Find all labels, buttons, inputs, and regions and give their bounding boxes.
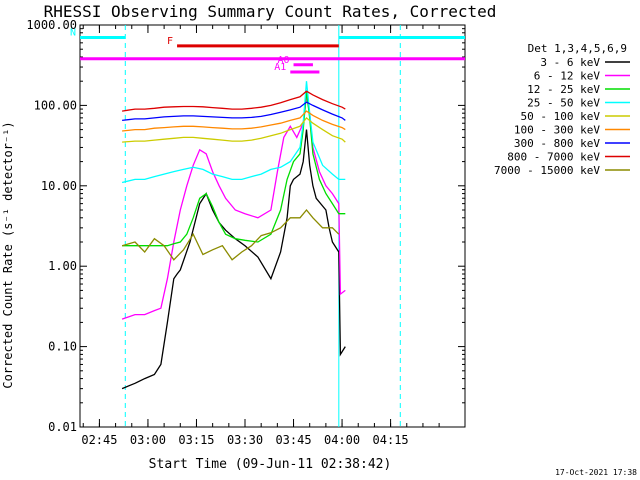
series-line-8 [121,208,340,261]
chart-title: RHESSI Observing Summary Count Rates, Co… [44,2,497,21]
series-line-6 [122,101,346,122]
x-tick-label: 03:00 [130,433,166,447]
legend-label: 12 - 25 keV [527,83,600,96]
series-line-3 [121,81,346,184]
series-line-0 [121,129,346,390]
legend-label: 3 - 6 keV [540,56,600,69]
series-line-1 [121,96,346,320]
legend-label: 100 - 300 keV [514,124,600,137]
flag-label-F: F [167,36,173,47]
x-tick-label: 03:30 [227,433,263,447]
plot-frame [79,24,466,428]
series-line-2 [122,91,346,247]
x-tick-label: 04:15 [373,433,409,447]
plot-axes: 0.01 0.10 1.00 10.00 100.00 1000.00 02:45 03:00… [26,18,466,447]
series-line-5 [122,110,346,132]
x-tick-label: 02:45 [81,433,117,447]
x-tick-label: 03:15 [178,433,214,447]
legend-label: 6 - 12 keV [534,70,601,83]
x-axis-label: Start Time (09-Jun-11 02:38:42) [149,457,392,472]
y-tick-label: 100.00 [34,98,77,112]
x-tick-label: 04:00 [324,433,360,447]
y-tick-label: 0.01 [48,420,77,434]
legend-title: Det 1,3,4,5,6,9 [528,42,627,55]
y-axis-label: Corrected Count Rate (s⁻¹ detector⁻¹) [1,121,15,388]
legend-label: 800 - 7000 keV [507,151,600,164]
y-tick-label: 1.00 [48,259,77,273]
y-tick-label: 10.00 [41,179,77,193]
flag-label-A1: A1 [274,62,286,73]
y-tick-label: 1000.00 [26,18,77,32]
legend-label: 7000 - 15000 keV [494,164,600,177]
series-line-7 [122,90,346,112]
legend-label: 50 - 100 keV [521,110,601,123]
series-line-4 [122,116,346,143]
series-lines [121,81,346,390]
x-tick-label: 03:45 [275,433,311,447]
legend-label: 25 - 50 keV [527,97,600,110]
footer-timestamp: 17-Oct-2021 17:38 [555,468,637,477]
y-tick-label: 0.10 [48,340,77,354]
flag-label-N: N [70,27,76,38]
flag-label-A0: A0 [277,55,289,66]
legend-label: 300 - 800 keV [514,137,600,150]
